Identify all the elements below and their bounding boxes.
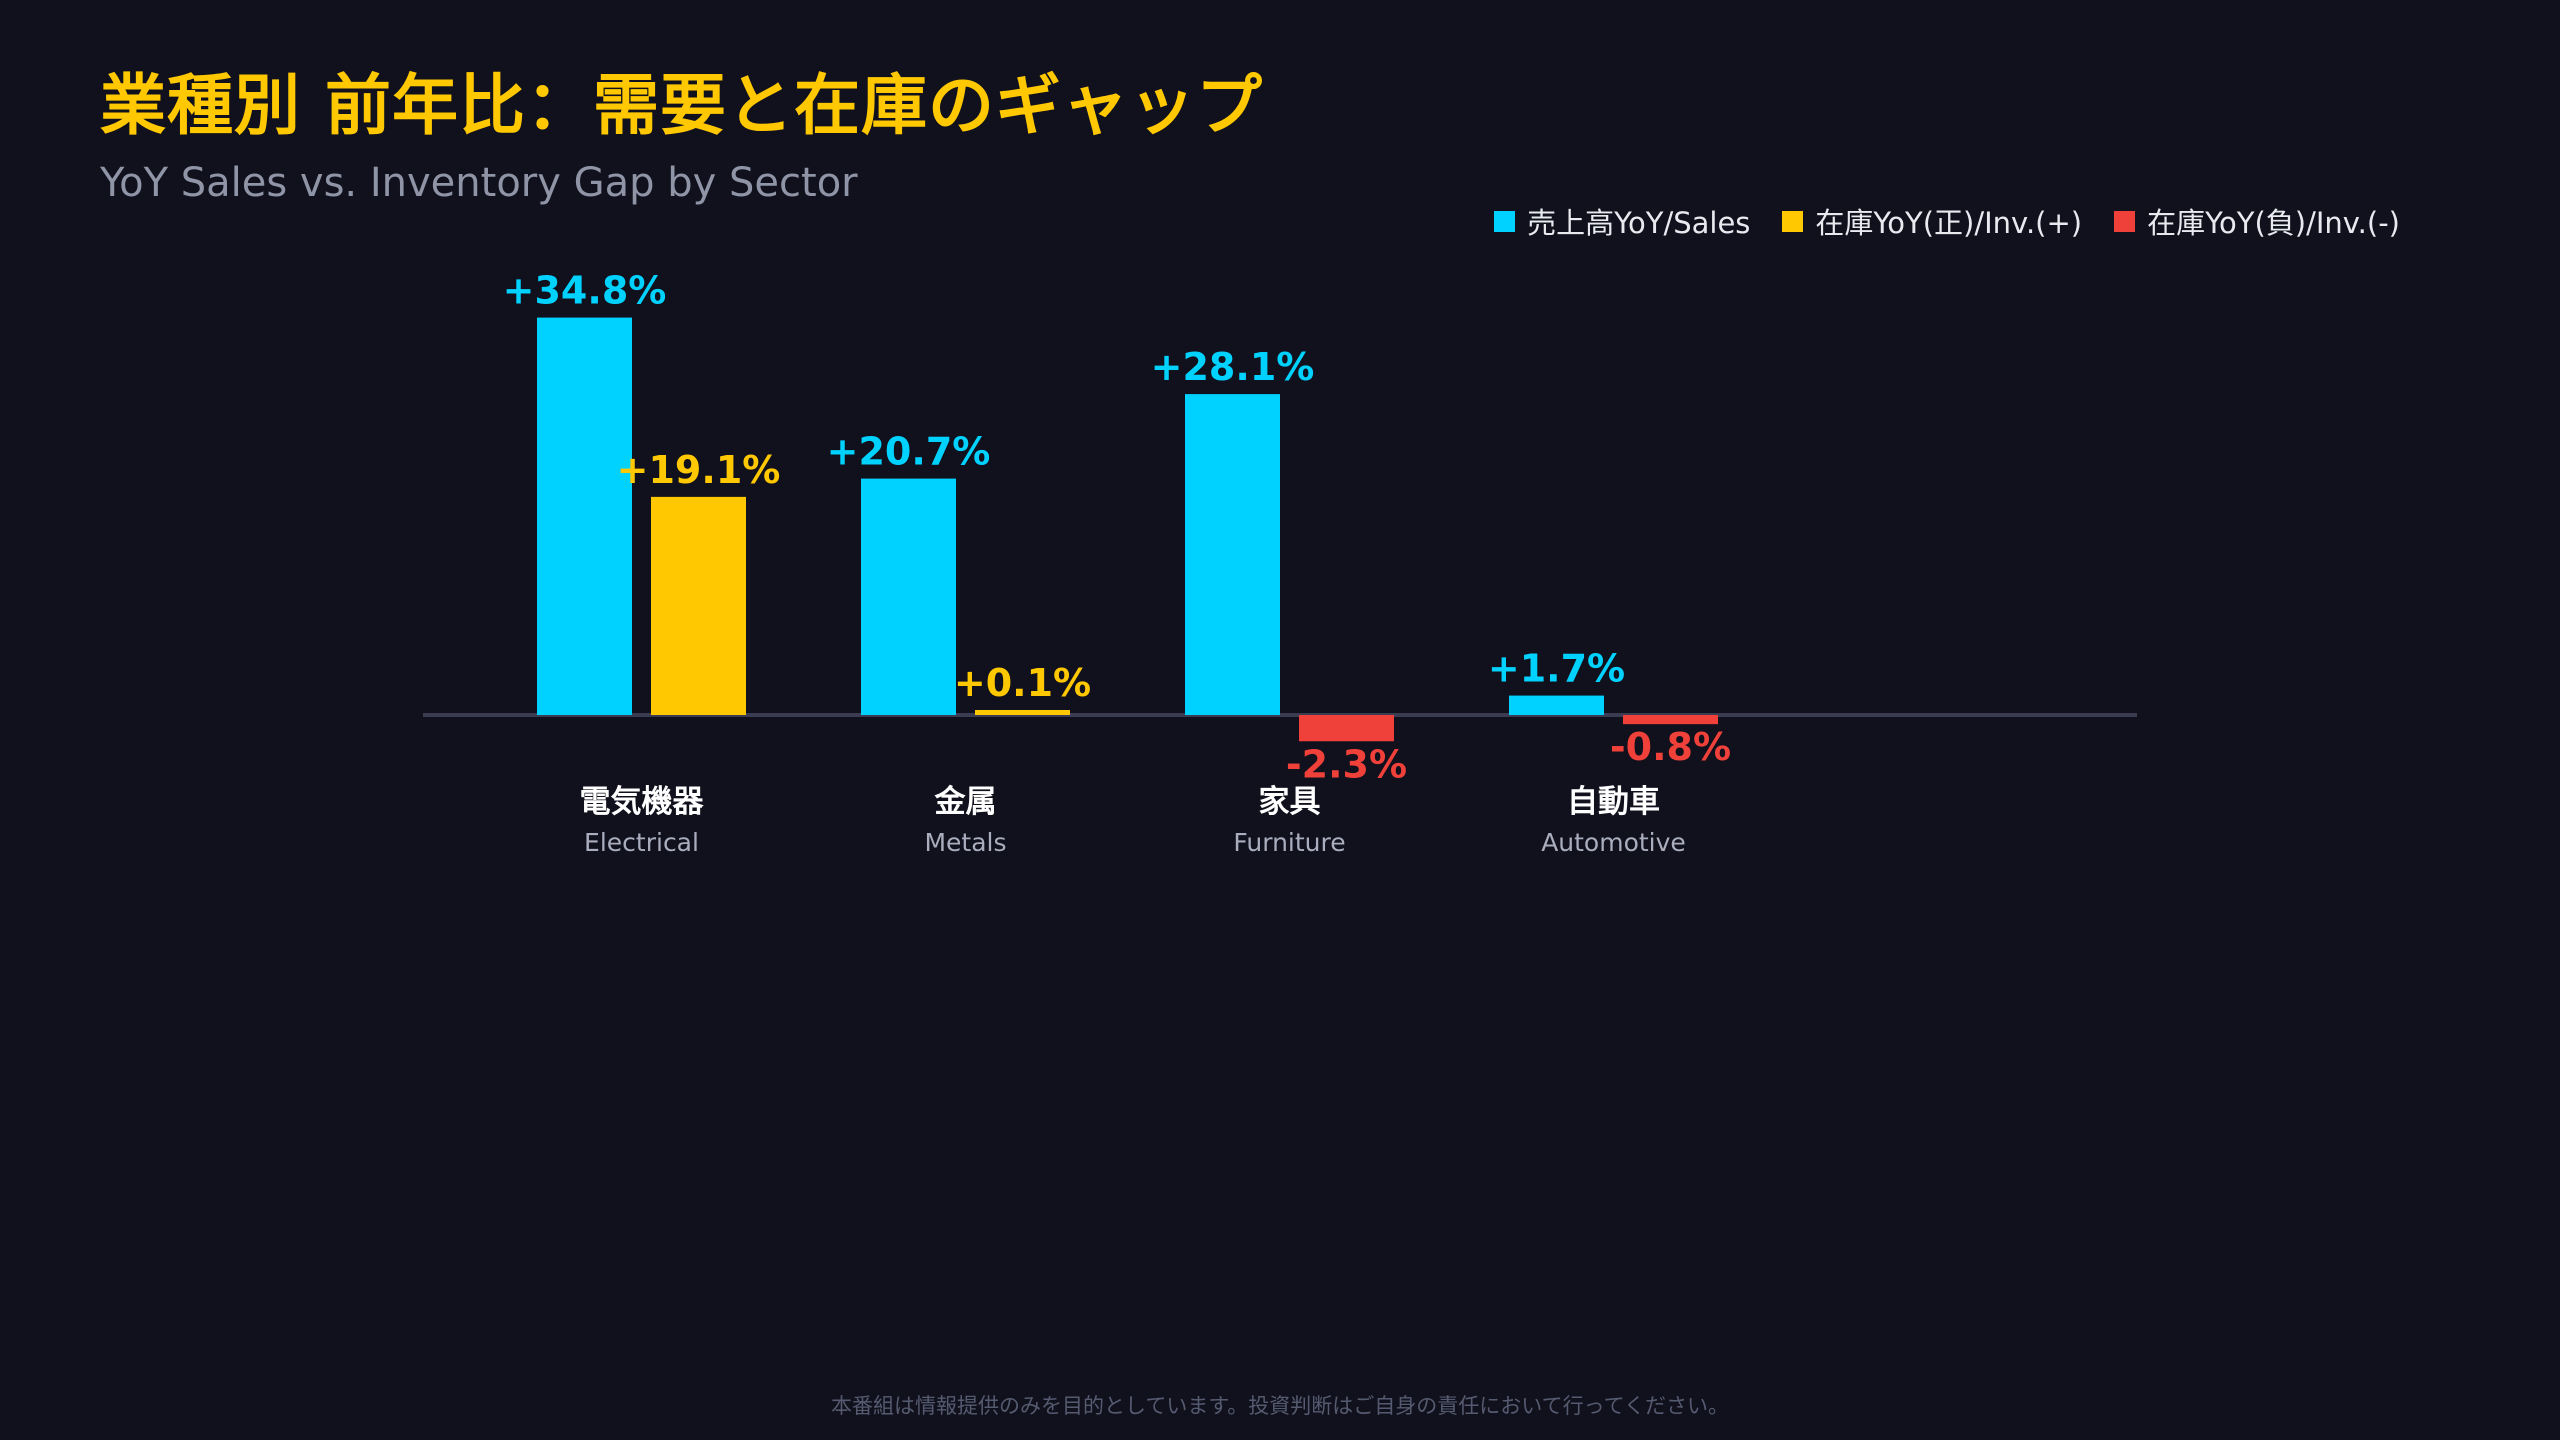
data-label-sales-1: +20.7%: [827, 430, 991, 474]
legend-swatch-sales: [1494, 210, 1516, 232]
legend-item-inv-neg: 在庫YoY(負)/Inv.(-): [2114, 200, 2400, 242]
category-label-ja-0: 電気機器: [580, 784, 705, 820]
data-label-sales-0: +34.8%: [503, 269, 667, 313]
bar-sales-2: [1185, 394, 1280, 715]
data-label-inventory-1: +0.1%: [954, 661, 1091, 705]
bars-group: [537, 317, 1718, 742]
chart-title: 業種別 前年比：需要と在庫のギャップ: [100, 67, 1263, 144]
data-label-inventory-3: -0.8%: [1610, 725, 1731, 769]
category-label-en-1: Metals: [924, 828, 1006, 857]
legend-label-inv-pos: 在庫YoY(正)/Inv.(+): [1815, 206, 2083, 240]
bar-inventory-3: [1623, 715, 1718, 725]
bar-sales-3: [1509, 695, 1604, 715]
legend-item-inv-pos: 在庫YoY(正)/Inv.(+): [1782, 200, 2082, 242]
category-label-ja-3: 自動車: [1567, 784, 1660, 820]
bar-sales-1: [861, 478, 956, 715]
bar-inventory-0: [651, 496, 746, 715]
bar-chart: +34.8% +19.1% 電気機器 Electrical +20.7% +0.1% 金属 M…: [423, 269, 2137, 857]
legend-label-sales: 売上高YoY/Sales: [1527, 206, 1751, 240]
bar-inventory-2: [1299, 715, 1394, 742]
legend-swatch-inv-neg: [2114, 210, 2136, 232]
category-label-en-2: Furniture: [1233, 828, 1345, 857]
legend-swatch-inv-pos: [1782, 210, 1804, 232]
bar-sales-0: [537, 317, 632, 715]
data-label-inventory-2: -2.3%: [1286, 742, 1407, 786]
data-label-sales-3: +1.7%: [1488, 647, 1625, 691]
category-label-ja-2: 家具: [1259, 784, 1321, 820]
category-label-en-0: Electrical: [584, 828, 699, 857]
data-label-sales-2: +28.1%: [1151, 345, 1315, 389]
legend-item-sales: 売上高YoY/Sales: [1494, 200, 1750, 242]
category-label-en-3: Automotive: [1541, 828, 1686, 857]
bar-inventory-1: [975, 710, 1070, 715]
legend-label-inv-neg: 在庫YoY(負)/Inv.(-): [2147, 206, 2400, 240]
data-label-inventory-0: +19.1%: [617, 448, 781, 492]
disclaimer-footer: 本番組は情報提供のみを目的としています。投資判断はご自身の責任において行ってくだ…: [831, 1394, 1729, 1418]
chart-subtitle: YoY Sales vs. Inventory Gap by Sector: [100, 160, 858, 206]
category-label-ja-1: 金属: [934, 784, 997, 820]
legend: 売上高YoY/Sales 在庫YoY(正)/Inv.(+) 在庫YoY(負)/I…: [1494, 200, 2400, 242]
labels-group: +34.8% +19.1% 電気機器 Electrical +20.7% +0.1% 金属 M…: [503, 269, 1731, 857]
